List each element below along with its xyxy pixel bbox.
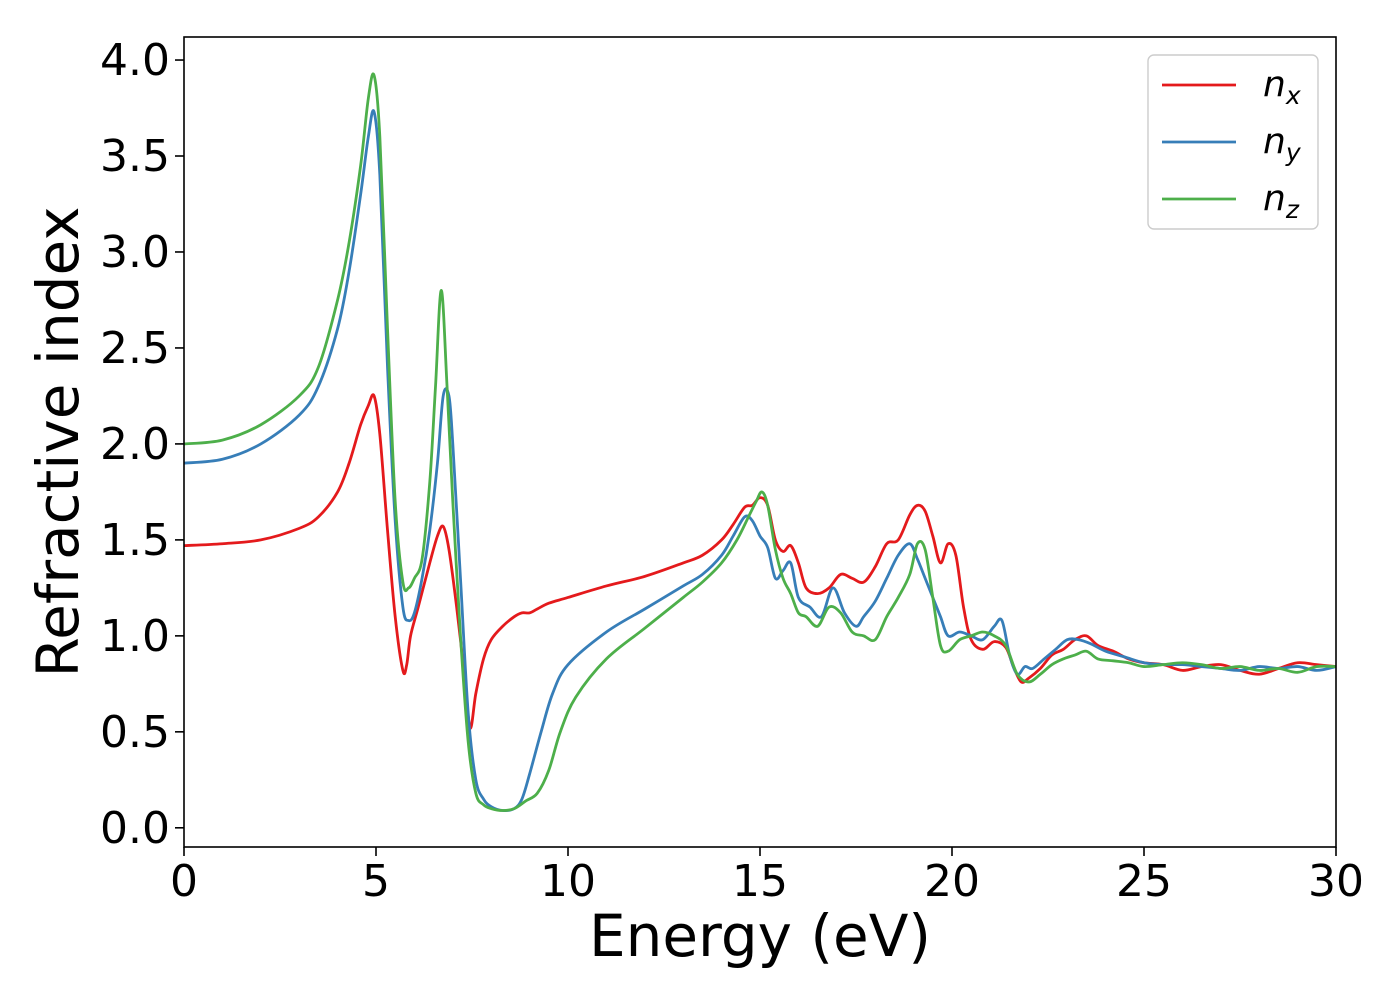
series-layer xyxy=(184,72,1336,813)
legend-label-x: nx xyxy=(1263,64,1301,110)
x-tick-label: 15 xyxy=(732,856,788,907)
y-axis-label: Refractive index xyxy=(24,206,92,677)
legend-label-base: n xyxy=(1263,64,1286,105)
x-tick-label: 30 xyxy=(1308,856,1364,907)
x-tick-label: 10 xyxy=(540,856,596,907)
y-tick-label: 0.0 xyxy=(100,803,170,854)
y-axis-ticks: 0.0 0.5 1.0 1.5 2.0 2.5 3.0 3.5 4.0 xyxy=(100,35,184,854)
x-tick-label: 20 xyxy=(924,856,980,907)
x-tick-label: 0 xyxy=(170,856,198,907)
legend-label-subscript: x xyxy=(1285,81,1301,110)
x-tick-label: 25 xyxy=(1116,856,1172,907)
y-tick-label: 1.0 xyxy=(100,611,170,662)
series-line-n-y xyxy=(184,109,1336,813)
legend-label-y: ny xyxy=(1263,121,1302,167)
y-tick-label: 2.0 xyxy=(100,419,170,470)
legend-label-base: n xyxy=(1263,121,1286,162)
x-axis-label: Energy (eV) xyxy=(589,902,931,970)
series-line-n-z xyxy=(184,72,1336,812)
y-tick-label: 1.5 xyxy=(100,515,170,566)
y-tick-label: 0.5 xyxy=(100,707,170,758)
x-tick-label: 5 xyxy=(362,856,390,907)
x-axis-ticks: 0 5 10 15 20 25 30 xyxy=(170,847,1364,907)
legend-label-base: n xyxy=(1263,178,1286,219)
y-tick-label: 3.5 xyxy=(100,131,170,182)
y-tick-label: 2.5 xyxy=(100,323,170,374)
legend-label-subscript: y xyxy=(1285,138,1302,167)
legend-label-z: nz xyxy=(1263,178,1300,224)
y-tick-label: 4.0 xyxy=(100,35,170,86)
legend-label-subscript: z xyxy=(1285,195,1300,224)
y-tick-label: 3.0 xyxy=(100,227,170,278)
